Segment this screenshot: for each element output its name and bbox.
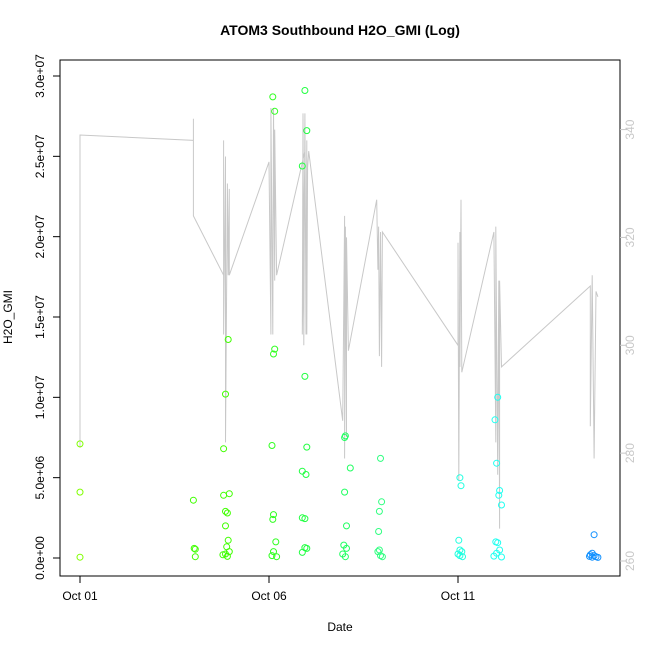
- data-point: [594, 553, 602, 561]
- y-axis: 0.0e+00 5.0e+06 1.0e+07 1.5e+07 2.0e+07 2.5e+…: [33, 54, 60, 580]
- y2-axis: 260 280 300 320 340: [620, 119, 637, 571]
- data-point: [590, 531, 598, 539]
- data-point: [495, 491, 503, 499]
- x-tick-label: Oct 01: [62, 589, 98, 603]
- data-point: [224, 336, 232, 343]
- data-point: [490, 552, 498, 560]
- x-axis: Oct 01 Oct 06 Oct 11: [62, 576, 476, 603]
- data-point: [273, 553, 281, 561]
- data-point: [222, 507, 229, 515]
- data-point: [456, 474, 464, 482]
- data-point: [191, 553, 199, 561]
- data-point: [271, 107, 279, 115]
- y2-tick-label: 280: [623, 443, 637, 463]
- data-point: [301, 87, 309, 94]
- data-point: [303, 443, 311, 451]
- data-point: [375, 507, 383, 515]
- y-tick-label: 2.0e+07: [33, 214, 47, 258]
- data-point: [302, 471, 310, 478]
- data-point: [378, 498, 386, 506]
- data-point: [494, 393, 502, 401]
- data-point: [301, 515, 309, 523]
- data-point: [268, 552, 276, 560]
- plot-frame: [59, 59, 621, 577]
- data-point: [76, 488, 84, 496]
- y2-tick-label: 300: [623, 335, 637, 355]
- data-point: [303, 544, 311, 552]
- y-tick-label: 1.0e+07: [33, 375, 47, 419]
- data-point: [298, 548, 306, 556]
- data-point: [220, 445, 228, 453]
- data-point: [270, 350, 277, 358]
- data-point: [498, 501, 505, 509]
- data-point: [458, 548, 466, 556]
- data-point: [222, 522, 229, 530]
- data-point: [494, 539, 502, 547]
- y2-tick-label: 340: [623, 119, 637, 139]
- data-point: [343, 544, 350, 552]
- data-point: [270, 511, 277, 519]
- data-point: [222, 390, 229, 398]
- data-point: [378, 553, 386, 561]
- data-point: [341, 553, 349, 561]
- secondary-series-line: [79, 107, 599, 529]
- points-layer: [76, 87, 602, 561]
- y-tick-label: 0.0e+00: [33, 536, 47, 580]
- data-point: [189, 496, 197, 504]
- data-point: [190, 544, 198, 552]
- y2-tick-label: 260: [623, 551, 637, 571]
- data-point: [301, 372, 309, 380]
- data-point: [225, 490, 233, 498]
- data-point: [269, 93, 277, 101]
- x-tick-label: Oct 11: [441, 589, 476, 603]
- data-point: [76, 440, 84, 448]
- y2-tick-label: 320: [623, 227, 637, 247]
- y-tick-label: 3.0e+07: [33, 54, 47, 98]
- data-point: [223, 509, 231, 517]
- data-point: [341, 488, 349, 496]
- data-point: [298, 162, 306, 170]
- chart-title: ATOM3 Southbound H2O_GMI (Log): [220, 22, 460, 38]
- data-point: [341, 434, 349, 441]
- data-point: [455, 536, 463, 544]
- data-point: [375, 528, 383, 535]
- data-point: [346, 464, 354, 472]
- data-point: [269, 515, 277, 523]
- data-point: [457, 482, 465, 490]
- data-point: [224, 536, 232, 544]
- data-point: [459, 553, 466, 561]
- y-axis-label: H2O_GMI: [1, 290, 15, 344]
- data-point: [191, 545, 199, 553]
- y-tick-label: 1.5e+07: [33, 295, 47, 339]
- y-tick-label: 2.5e+07: [33, 134, 47, 178]
- data-point: [496, 487, 504, 494]
- data-point: [343, 522, 350, 530]
- data-point: [223, 552, 231, 560]
- data-point: [303, 127, 311, 135]
- x-tick-label: Oct 06: [251, 589, 287, 603]
- data-point: [272, 538, 280, 546]
- data-point: [498, 553, 505, 561]
- data-point: [491, 416, 499, 424]
- data-point: [76, 553, 84, 561]
- y-tick-label: 5.0e+06: [33, 455, 47, 499]
- data-point: [268, 442, 276, 449]
- data-point: [225, 548, 233, 556]
- data-point: [271, 345, 279, 353]
- data-point: [377, 454, 384, 462]
- x-axis-label: Date: [327, 620, 353, 634]
- data-point: [493, 459, 501, 467]
- secondary-line-layer: [79, 107, 599, 529]
- data-point: [270, 548, 277, 556]
